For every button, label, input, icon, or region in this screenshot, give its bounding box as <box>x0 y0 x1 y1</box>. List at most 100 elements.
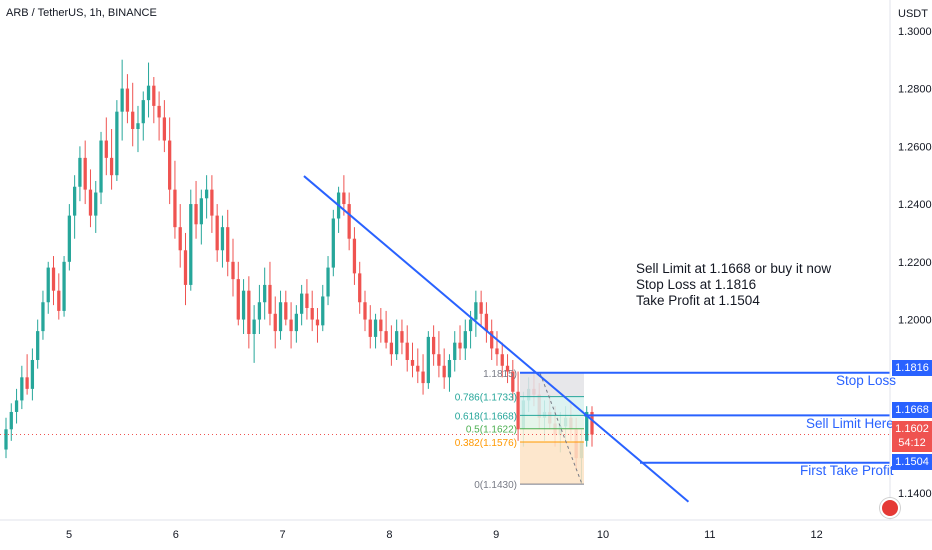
candle-body <box>395 331 399 355</box>
candle-body <box>458 342 462 349</box>
candle-body <box>368 319 372 337</box>
candle-body <box>168 140 172 190</box>
candle-body <box>379 319 383 332</box>
candle-body <box>305 293 309 309</box>
y-tick-label: 1.2800 <box>898 84 932 96</box>
region-flag-icon[interactable] <box>880 498 900 518</box>
candle-body <box>215 215 219 251</box>
candle-body <box>363 302 367 320</box>
candle-body <box>220 227 225 251</box>
candle-body <box>511 371 515 392</box>
candle-body <box>405 342 409 360</box>
sell-limit-label: Sell Limit Here <box>806 416 894 431</box>
candle-body <box>20 377 24 401</box>
candle-body <box>463 331 467 349</box>
candle-body <box>410 359 415 366</box>
candle-body <box>495 348 499 355</box>
y-tick-label: 1.2400 <box>898 199 932 211</box>
candle-body <box>516 391 520 430</box>
fib-level-label: 0.382(1.1576) <box>455 438 517 449</box>
x-tick-label: 9 <box>493 529 499 541</box>
candle-body <box>241 290 246 320</box>
stop-loss-label: Stop Loss <box>836 373 897 388</box>
x-tick-label: 6 <box>173 529 179 541</box>
candle-body <box>183 250 188 285</box>
candle-body <box>421 371 425 384</box>
candle-body <box>416 365 420 372</box>
y-tick-label: 1.2600 <box>898 141 932 153</box>
candle-body <box>131 111 135 129</box>
candle-body <box>500 354 504 366</box>
candle-body <box>9 411 13 430</box>
fib-zone <box>520 372 584 397</box>
candle-body <box>326 267 330 297</box>
candle-body <box>99 140 103 193</box>
x-tick-label: 8 <box>386 529 392 541</box>
candle-body <box>157 105 161 118</box>
candle-body <box>447 359 452 378</box>
trade-plan-annotation[interactable]: Sell Limit at 1.1668 or buy it now Stop … <box>636 261 831 309</box>
symbol-title: ARB / TetherUS, 1h, BINANCE <box>6 7 157 19</box>
candle-body <box>78 157 82 187</box>
candle-body <box>88 189 93 216</box>
candle-body <box>426 336 430 384</box>
y-tick-label: 1.2000 <box>898 315 932 327</box>
candle-body <box>252 319 256 335</box>
candle-body <box>442 365 446 378</box>
candle-body <box>247 290 251 335</box>
candle-body <box>36 331 40 360</box>
annotation-line-2: Stop Loss at 1.1816 <box>636 277 757 292</box>
candle-body <box>289 319 293 332</box>
candle-body <box>484 313 489 332</box>
candle-body <box>62 261 66 311</box>
candle-body <box>431 336 436 355</box>
chart-overlays: 1.1815) 0.786(1.1733) 0.618(1.1668) 0.5(1.1… <box>0 175 890 503</box>
candle-body <box>178 227 182 251</box>
candle-body <box>72 186 77 216</box>
candle-body <box>189 204 193 285</box>
candle-body <box>173 189 177 228</box>
candle-body <box>83 157 87 190</box>
candle-body <box>204 189 209 199</box>
candle-body <box>152 85 156 106</box>
candle-body <box>268 284 272 314</box>
candle-body <box>358 273 362 303</box>
candle-body <box>231 261 235 280</box>
candle-body <box>284 302 288 320</box>
candle-body <box>115 111 119 176</box>
y-tick-label: 1.2200 <box>898 257 932 269</box>
candle-body <box>468 319 473 332</box>
fib-level-label: 0.5(1.1622) <box>466 425 517 436</box>
candle-body <box>162 117 167 141</box>
candle-body <box>453 342 457 360</box>
x-tick-label: 7 <box>280 529 286 541</box>
stop-loss-price-badge: 1.1816 <box>892 360 932 376</box>
candle-body <box>125 88 130 112</box>
candle-body <box>331 218 335 268</box>
candle-body <box>257 302 262 320</box>
candle-body <box>109 157 114 176</box>
current-price-badge: 1.1602 54:12 <box>892 421 932 452</box>
candle-body <box>14 400 19 412</box>
candle-body <box>315 319 320 326</box>
current-price-value: 1.1602 <box>895 423 929 435</box>
candle-body <box>490 331 494 349</box>
currency-label: USDT <box>898 8 928 20</box>
fib-level-label: 1.1815) <box>483 369 517 380</box>
x-tick-label: 10 <box>597 529 609 541</box>
candle-body <box>236 279 240 320</box>
candle-body <box>479 302 483 314</box>
y-tick-label: 1.1400 <box>898 488 932 500</box>
bar-countdown: 54:12 <box>898 437 926 449</box>
candle-body <box>30 359 35 389</box>
candle-body <box>94 192 98 216</box>
candle-body <box>310 308 314 320</box>
candle-body <box>41 302 45 332</box>
candle-body <box>46 267 50 303</box>
candle-body <box>141 100 145 124</box>
candle-body <box>4 429 8 450</box>
x-tick-label: 5 <box>66 529 72 541</box>
candle-body <box>67 215 71 262</box>
